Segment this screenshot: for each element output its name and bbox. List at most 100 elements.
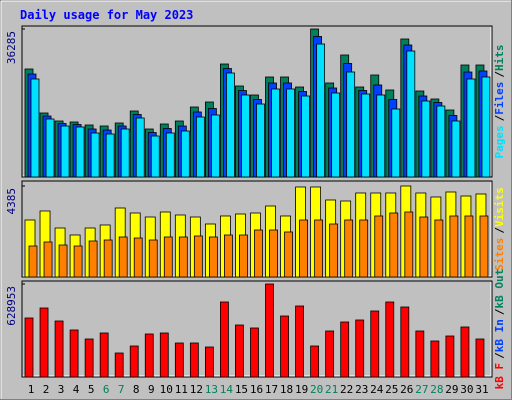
bar (193, 235, 203, 278)
bar (239, 234, 248, 278)
bar (271, 88, 280, 178)
legend-separator: / (493, 308, 506, 315)
bar (210, 114, 220, 178)
bar (460, 326, 470, 378)
bar (189, 342, 199, 378)
bar (280, 315, 289, 378)
bar (133, 237, 143, 278)
x-tick-label: 29 (445, 383, 458, 396)
bar (99, 332, 109, 378)
bar (75, 126, 85, 178)
bar (129, 345, 139, 378)
bar (224, 234, 233, 278)
bar (466, 78, 476, 178)
x-tick-label: 12 (190, 383, 203, 396)
bar (39, 307, 49, 378)
bar (314, 219, 324, 278)
legend-entry: Pages (493, 125, 506, 158)
x-tick-label: 10 (160, 383, 173, 396)
legend-entry: Visits (493, 187, 506, 227)
bar (344, 219, 354, 278)
legend-separator: / (493, 352, 506, 359)
bar (148, 239, 158, 278)
bar (30, 78, 40, 178)
bar (451, 120, 461, 178)
bar (135, 117, 145, 178)
bar (256, 103, 265, 178)
bar (208, 236, 218, 278)
x-tick-label: 15 (235, 383, 248, 396)
x-tick-label: 18 (280, 383, 293, 396)
bar (103, 239, 113, 278)
bar (114, 352, 124, 378)
bar (340, 321, 350, 378)
bar (391, 108, 401, 178)
bar (284, 231, 293, 278)
legend: kB F/kB In/kB Out (493, 269, 506, 390)
bar (241, 94, 250, 178)
legend-entry: Files (493, 82, 506, 115)
bar (165, 132, 175, 178)
bar (45, 118, 55, 178)
bar (415, 330, 425, 378)
x-tick-label: 21 (325, 383, 338, 396)
bar (449, 215, 459, 278)
x-tick-label: 23 (355, 383, 368, 396)
legend-entry: Sites (493, 238, 506, 271)
bar (286, 88, 295, 178)
bar (400, 306, 410, 378)
bar (310, 345, 320, 378)
bar (421, 100, 431, 178)
bar (204, 346, 214, 378)
bar (404, 211, 414, 278)
bar (60, 125, 70, 178)
legend: Sites /Visits (493, 187, 506, 271)
x-tick-label: 28 (430, 383, 443, 396)
bar (301, 95, 310, 178)
bar (436, 105, 446, 178)
bar (250, 327, 259, 378)
bar (295, 305, 304, 378)
x-tick-label: 7 (118, 383, 125, 396)
bar (220, 301, 229, 378)
bar (346, 71, 356, 178)
bar (226, 72, 235, 178)
x-tick-label: 11 (175, 383, 188, 396)
x-tick-label: 19 (295, 383, 308, 396)
bar (180, 130, 190, 178)
x-tick-label: 26 (400, 383, 413, 396)
bar (265, 283, 274, 378)
x-tick-label: 13 (205, 383, 218, 396)
bar (144, 333, 154, 378)
bar (150, 135, 160, 178)
bar (385, 301, 395, 378)
bar (445, 335, 455, 378)
x-tick-label: 9 (148, 383, 155, 396)
bar (376, 94, 386, 178)
bar (479, 215, 489, 278)
bar (389, 212, 399, 278)
bar (54, 320, 64, 378)
bar (174, 342, 184, 378)
bar (254, 229, 263, 278)
legend-entry: kB Out (493, 269, 506, 309)
x-tick-label: 5 (88, 383, 95, 396)
bar (105, 133, 115, 178)
x-tick-label: 1 (28, 383, 35, 396)
legend: Pages/Files/Hits (493, 45, 506, 159)
bar (406, 50, 416, 178)
y-tick-label: 628953 (5, 286, 18, 326)
bar (69, 329, 79, 378)
x-tick-label: 31 (475, 383, 488, 396)
bar (316, 43, 326, 178)
x-tick-label: 30 (460, 383, 473, 396)
bar (325, 330, 335, 378)
bar (163, 236, 173, 278)
bar (43, 241, 53, 278)
bar (178, 236, 188, 278)
bar (28, 245, 38, 278)
y-tick-label: 4385 (5, 188, 18, 215)
bar (464, 215, 474, 278)
x-tick-label: 3 (58, 383, 65, 396)
